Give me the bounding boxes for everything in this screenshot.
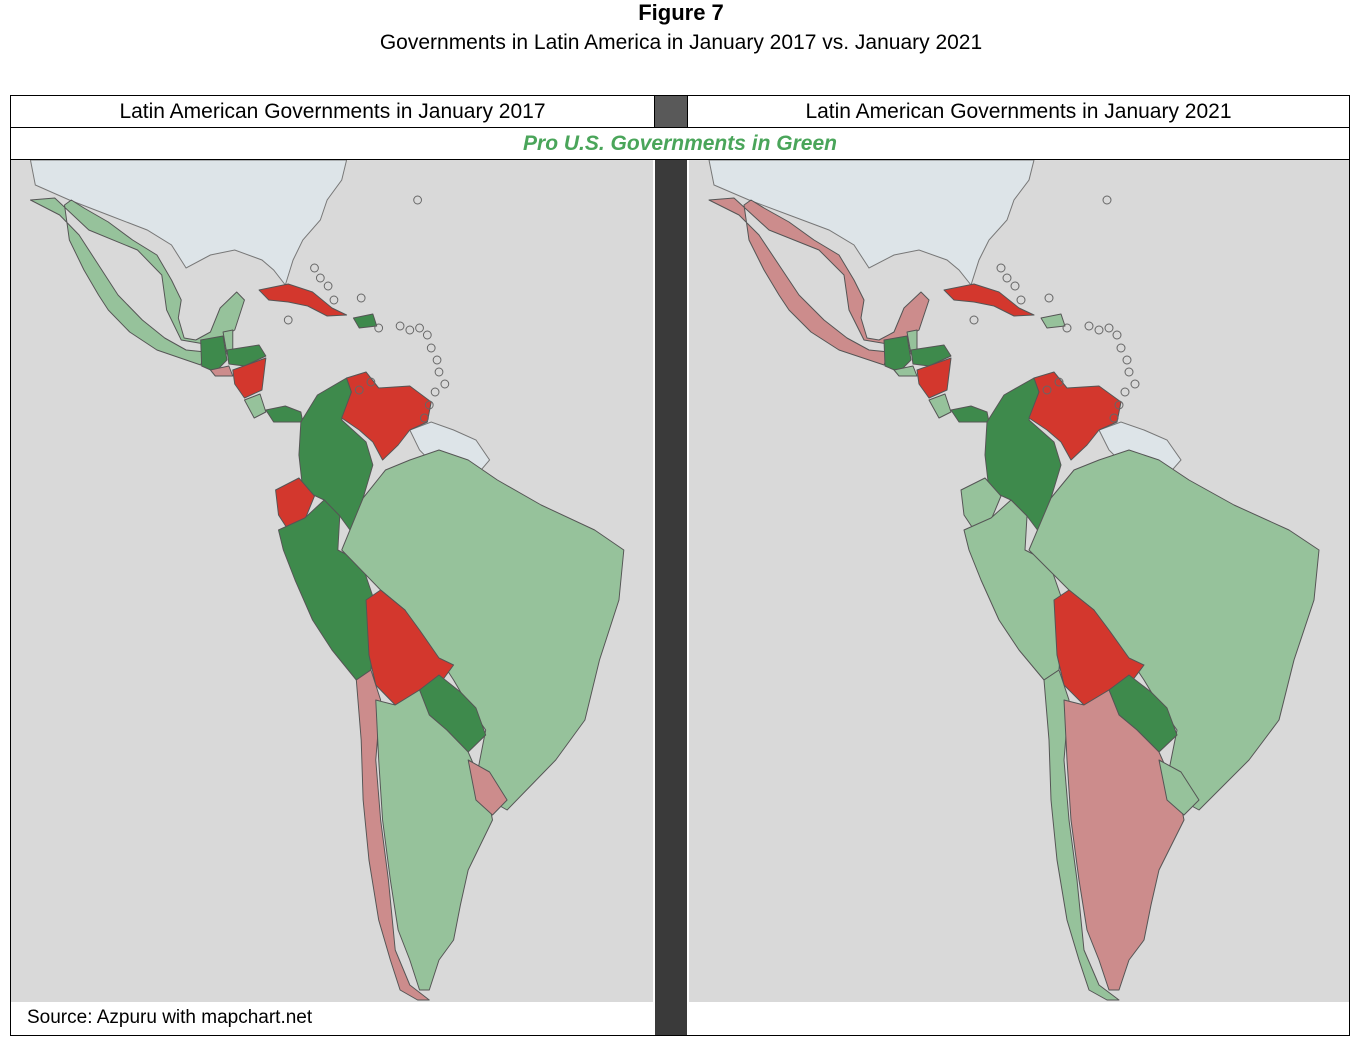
- country-nicaragua: [232, 357, 267, 399]
- country-argentina: [1063, 689, 1185, 991]
- island-10: [1124, 367, 1134, 377]
- island-17: [310, 263, 319, 273]
- island-4: [1084, 321, 1094, 331]
- island-10: [434, 367, 444, 377]
- panel-divider: [655, 160, 687, 1035]
- non-latin-land-0: [708, 160, 1035, 287]
- figure-frame: Latin American Governments in January 20…: [10, 95, 1350, 1036]
- island-2: [1044, 293, 1054, 303]
- non-latin-land-0: [29, 160, 348, 287]
- country-costa-rica: [928, 393, 952, 419]
- figure-title: Figure 7: [638, 0, 724, 25]
- island-5: [1094, 325, 1104, 335]
- country-dominican-republic: [1040, 313, 1066, 329]
- island-19: [1010, 281, 1020, 291]
- country-venezuela: [341, 371, 432, 461]
- island-6: [415, 323, 424, 333]
- island-3: [1062, 323, 1072, 333]
- country-uruguay: [467, 759, 508, 816]
- island-12: [430, 387, 440, 397]
- island-8: [426, 343, 436, 353]
- island-0: [413, 195, 422, 205]
- island-20: [329, 295, 339, 305]
- island-18: [315, 273, 325, 283]
- island-4: [395, 321, 405, 331]
- country-guatemala: [883, 335, 912, 373]
- island-5: [405, 325, 415, 335]
- island-12: [1120, 387, 1130, 397]
- island-14: [1109, 413, 1119, 423]
- country-cuba: [943, 283, 1035, 317]
- country-dominican-republic: [352, 313, 378, 329]
- island-20: [1016, 295, 1026, 305]
- island-15: [354, 385, 364, 395]
- figure-subtitle: Governments in Latin America in January …: [379, 31, 983, 54]
- island-17: [996, 263, 1006, 273]
- country-el-salvador: [209, 365, 234, 377]
- island-11: [440, 379, 450, 389]
- map-2021: [689, 160, 1349, 1002]
- panel-title-2017: Latin American Governments in January 20…: [11, 96, 655, 128]
- country-honduras: [910, 344, 952, 367]
- island-3: [374, 323, 384, 333]
- island-9: [1122, 355, 1132, 365]
- map-2017: [11, 160, 653, 1002]
- legend-banner: Pro U.S. Governments in Green: [11, 128, 1349, 160]
- island-7: [1112, 330, 1122, 340]
- island-1: [283, 315, 293, 325]
- island-14: [420, 413, 429, 423]
- island-13: [1114, 400, 1124, 410]
- island-1: [969, 315, 979, 325]
- country-honduras: [226, 344, 267, 367]
- island-0: [1102, 195, 1112, 205]
- island-11: [1130, 379, 1140, 389]
- island-7: [422, 330, 432, 340]
- island-15: [1042, 385, 1052, 395]
- island-9: [432, 355, 442, 365]
- country-uruguay: [1158, 759, 1200, 816]
- island-13: [424, 400, 434, 410]
- country-el-salvador: [893, 365, 918, 377]
- country-cuba: [258, 283, 348, 317]
- country-argentina: [375, 689, 493, 991]
- island-16: [1054, 377, 1064, 387]
- island-19: [323, 281, 333, 291]
- island-8: [1116, 343, 1126, 353]
- country-guatemala: [200, 335, 228, 373]
- header-divider: [655, 96, 687, 128]
- island-16: [366, 377, 376, 387]
- island-2: [356, 293, 366, 303]
- island-6: [1104, 323, 1114, 333]
- country-costa-rica: [243, 393, 267, 419]
- country-venezuela: [1028, 371, 1122, 461]
- island-18: [1002, 273, 1012, 283]
- country-nicaragua: [916, 357, 952, 399]
- panel-title-2021: Latin American Governments in January 20…: [687, 96, 1349, 128]
- source-note: Source: Azpuru with mapchart.net: [27, 1007, 313, 1028]
